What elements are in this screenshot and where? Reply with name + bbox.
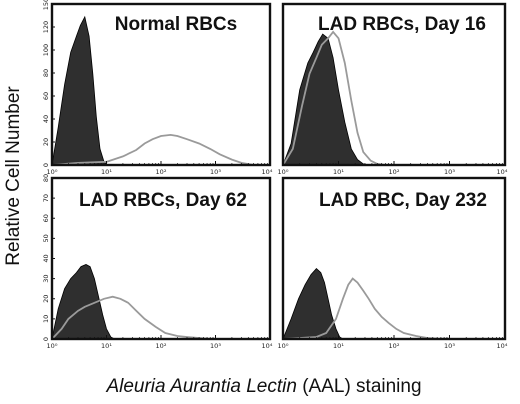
y-tick-label: 60 — [42, 214, 50, 222]
filled-histogram-series — [282, 33, 369, 166]
y-tick-label: 40 — [42, 254, 50, 262]
x-tick-label: 10² — [156, 168, 167, 176]
filled-histogram-series — [51, 15, 109, 166]
histogram-panels: 10⁰ 10¹ 10² 10³ 10⁴020406080100120150Normal … — [42, 0, 508, 350]
histogram-panel-2: 10⁰ 10¹ 10² 10³ 10⁴ LAD RBCs, Day 16 — [278, 2, 508, 176]
panel-title: LAD RBCs, Day 62 — [79, 190, 247, 211]
x-tick-label: 10⁰ — [47, 168, 58, 176]
y-tick-label: 20 — [42, 295, 50, 303]
control-histogram-series — [51, 133, 254, 166]
control-histogram-series — [282, 277, 450, 340]
y-tick-label: 50 — [42, 234, 50, 242]
control-histogram-series — [51, 295, 211, 340]
histogram-panel-4: 10⁰ 10¹ 10² 10³ 10⁴ LAD RBC, Day 232 — [278, 176, 508, 350]
y-tick-label: 80 — [42, 69, 50, 77]
y-axis-label: Relative Cell Number — [3, 86, 24, 266]
panel-title: LAD RBC, Day 232 — [319, 190, 487, 211]
y-tick-label: 0 — [42, 163, 50, 167]
x-tick-label: 10³ — [210, 342, 221, 350]
x-tick-label: 10⁰ — [278, 342, 289, 350]
panel-title: Normal RBCs — [115, 14, 237, 35]
x-tick-label: 10⁴ — [497, 168, 508, 176]
y-tick-label: 60 — [42, 92, 50, 100]
x-axis-label-italic: Aleuria Aurantia Lectin — [105, 376, 296, 397]
x-tick-label: 10² — [156, 342, 167, 350]
x-tick-label: 10⁴ — [262, 342, 273, 350]
panel-title: LAD RBCs, Day 16 — [318, 14, 486, 35]
x-tick-label: 10⁴ — [497, 342, 508, 350]
x-tick-label: 10¹ — [101, 168, 112, 176]
filled-histogram-series — [282, 268, 345, 340]
y-tick-label: 40 — [42, 115, 50, 123]
histogram-panel-3: 10⁰ 10¹ 10² 10³ 10⁴ 0 10 20 30 40 50 60 70 80 LAD RBCs… — [42, 174, 273, 350]
x-tick-label: 10³ — [444, 168, 455, 176]
y-tick-label: 0 — [42, 337, 50, 341]
control-histogram-series — [282, 30, 386, 166]
y-tick-label: 150 — [42, 0, 50, 10]
x-tick-label: 10³ — [444, 342, 455, 350]
x-tick-label: 10² — [389, 342, 400, 350]
x-tick-label: 10¹ — [333, 342, 344, 350]
x-tick-label: 10² — [389, 168, 400, 176]
y-tick-label: 10 — [42, 315, 50, 323]
x-tick-label: 10⁰ — [278, 168, 289, 176]
x-axis-label: Aleuria Aurantia Lectin (AAL) staining — [105, 376, 421, 397]
y-tick-label: 120 — [42, 21, 50, 33]
x-tick-label: 10¹ — [101, 342, 112, 350]
x-tick-label: 10³ — [210, 168, 221, 176]
y-tick-label: 20 — [42, 138, 50, 146]
histogram-panel-1: 10⁰ 10¹ 10² 10³ 10⁴ 0 20 40 60 80 100 120 150 Normal … — [42, 0, 273, 176]
y-tick-label: 80 — [42, 174, 50, 182]
y-tick-label: 100 — [42, 44, 50, 56]
x-tick-label: 10⁰ — [47, 342, 58, 350]
y-tick-label: 70 — [42, 194, 50, 202]
x-axis-label-rest: (AAL) staining — [297, 376, 422, 397]
x-tick-label: 10⁴ — [262, 168, 273, 176]
y-tick-label: 30 — [42, 274, 50, 282]
x-tick-label: 10¹ — [333, 168, 344, 176]
